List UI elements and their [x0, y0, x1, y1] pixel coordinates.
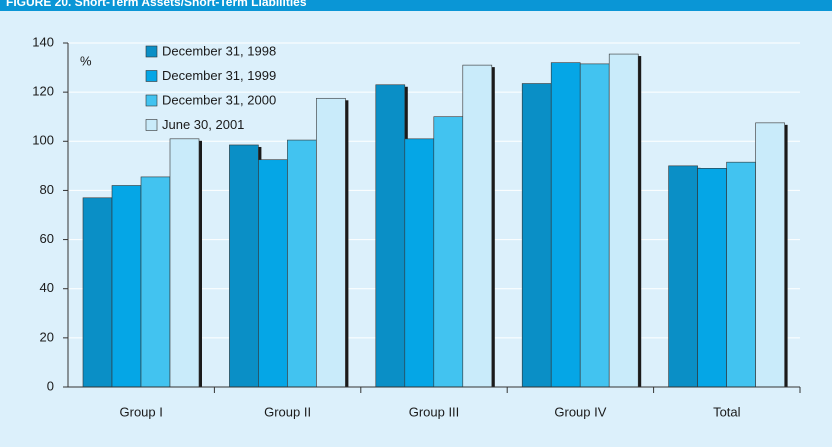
bar [404, 138, 435, 388]
y-tick-label: 80 [40, 182, 54, 197]
bar [82, 197, 113, 388]
legend-label: December 31, 1999 [162, 68, 276, 83]
bar [287, 139, 317, 388]
chart-title: FIGURE 20. Short-Term Assets/Short-Term … [6, 0, 307, 9]
legend-swatch [145, 70, 158, 82]
x-tick-label: Group II [264, 404, 311, 419]
bar [140, 176, 171, 388]
bar [258, 159, 288, 388]
legend-label: December 31, 1998 [162, 43, 276, 58]
bar [550, 62, 581, 388]
y-tick-label: 20 [40, 329, 54, 344]
title-bar [0, 0, 832, 11]
x-tick-label: Total [713, 404, 741, 419]
x-tick-label: Group I [120, 404, 163, 419]
x-tick-label: Group III [409, 404, 460, 419]
bar [608, 53, 639, 388]
bar-shadow [491, 67, 495, 387]
y-tick-label: 0 [47, 378, 54, 393]
bar [521, 83, 552, 388]
bar [668, 165, 698, 388]
y-tick-label: 140 [32, 34, 54, 49]
legend-swatch [145, 45, 158, 58]
bar [726, 161, 756, 388]
bar [433, 116, 464, 388]
bar [579, 63, 610, 388]
bar-shadow [784, 124, 788, 387]
bar [229, 144, 259, 388]
bar [169, 138, 200, 388]
bar [697, 168, 727, 388]
bar-shadow [345, 100, 349, 388]
legend-swatch [145, 119, 158, 131]
bar [755, 122, 785, 388]
y-tick-label: 40 [40, 280, 54, 295]
bar [462, 64, 493, 388]
bar-shadow [199, 140, 202, 387]
bar [111, 185, 142, 388]
y-tick-label: 120 [32, 84, 54, 99]
y-tick-label: 100 [32, 133, 54, 148]
x-tick-label: Group IV [554, 404, 606, 419]
y-unit: % [80, 53, 92, 68]
bar [375, 84, 406, 388]
legend-swatch [145, 94, 158, 107]
bar [316, 97, 346, 388]
legend-label: December 31, 2000 [162, 92, 276, 107]
legend-label: June 30, 2001 [162, 117, 244, 132]
y-tick-label: 60 [40, 231, 54, 246]
bar-shadow [638, 56, 642, 388]
